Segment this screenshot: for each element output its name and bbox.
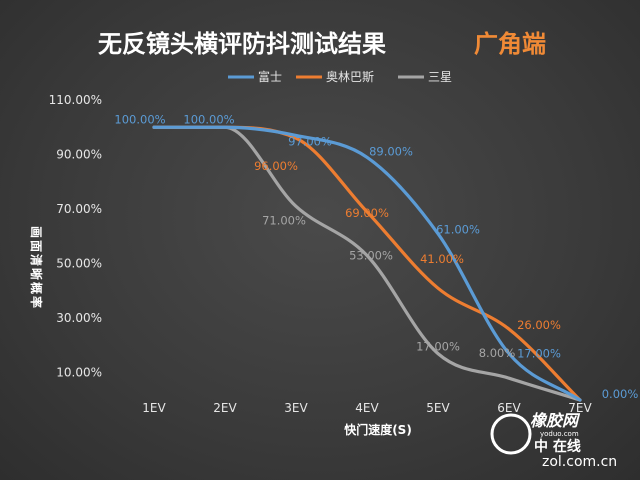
y-tick-label: 50.00% bbox=[56, 257, 102, 271]
x-tick-label: 3EV bbox=[284, 401, 308, 415]
x-tick-label: 6EV bbox=[497, 401, 521, 415]
data-label: 69.00% bbox=[345, 206, 389, 220]
y-tick-label: 90.00% bbox=[56, 148, 102, 162]
data-label: 89.00% bbox=[369, 144, 413, 158]
x-tick-label: 4EV bbox=[355, 401, 379, 415]
data-label: 17.00% bbox=[517, 347, 561, 361]
watermark-logo-ring bbox=[490, 413, 532, 455]
data-label: 0.00% bbox=[602, 387, 639, 401]
legend: 富士 奥林巴斯 三星 bbox=[228, 69, 452, 84]
data-labels: 100.00% 100.00% 97.00% 89.00% 61.00% 17.00% 0.… bbox=[114, 112, 638, 401]
chart-subtitle: 广角端 bbox=[474, 30, 546, 58]
series-lines bbox=[152, 125, 582, 402]
y-tick-label: 30.00% bbox=[56, 311, 102, 325]
data-label: 100.00% bbox=[183, 112, 234, 126]
watermark-logo-text: 橡胶网 bbox=[530, 411, 581, 430]
data-label: 53.00% bbox=[349, 248, 393, 262]
x-axis-ticks: 1EV 2EV 3EV 4EV 5EV 6EV 7EV bbox=[142, 401, 592, 415]
y-axis-label: 画面清晰概率 bbox=[29, 226, 44, 310]
x-axis-label: 快门速度(S) bbox=[344, 422, 412, 437]
legend-entry: 奥林巴斯 bbox=[326, 70, 374, 84]
y-tick-label: 110.00% bbox=[49, 93, 102, 107]
data-label: 100.00% bbox=[114, 112, 165, 126]
x-tick-label: 5EV bbox=[426, 401, 450, 415]
x-tick-label: 2EV bbox=[213, 401, 237, 415]
data-label: 17.00% bbox=[416, 340, 460, 354]
watermark-logo-small: yoduo.com bbox=[540, 430, 579, 438]
watermark-logo-sub: 中 在线 bbox=[534, 438, 581, 455]
data-label: 71.00% bbox=[262, 213, 306, 227]
watermark: 橡胶网 yoduo.com 中 在线 zol.com.cn bbox=[490, 411, 617, 470]
data-label: 61.00% bbox=[436, 223, 480, 237]
legend-entry: 三星 bbox=[428, 70, 452, 84]
data-label: 96.00% bbox=[254, 159, 298, 173]
y-tick-label: 70.00% bbox=[56, 202, 102, 216]
x-tick-label: 7EV bbox=[568, 401, 592, 415]
data-label: 8.00% bbox=[479, 346, 516, 360]
data-label: 41.00% bbox=[420, 252, 464, 266]
data-label: 97.00% bbox=[288, 134, 332, 148]
x-tick-label: 1EV bbox=[142, 401, 166, 415]
y-tick-label: 10.00% bbox=[56, 366, 102, 380]
y-axis-ticks: 10.00% 30.00% 50.00% 70.00% 90.00% 110.00% bbox=[49, 93, 102, 380]
series-line-0 bbox=[152, 125, 582, 402]
legend-entry: 富士 bbox=[258, 69, 282, 84]
data-label: 26.00% bbox=[517, 318, 561, 332]
chart-title: 无反镜头横评防抖测试结果 bbox=[98, 30, 386, 58]
watermark-site: zol.com.cn bbox=[542, 454, 617, 470]
